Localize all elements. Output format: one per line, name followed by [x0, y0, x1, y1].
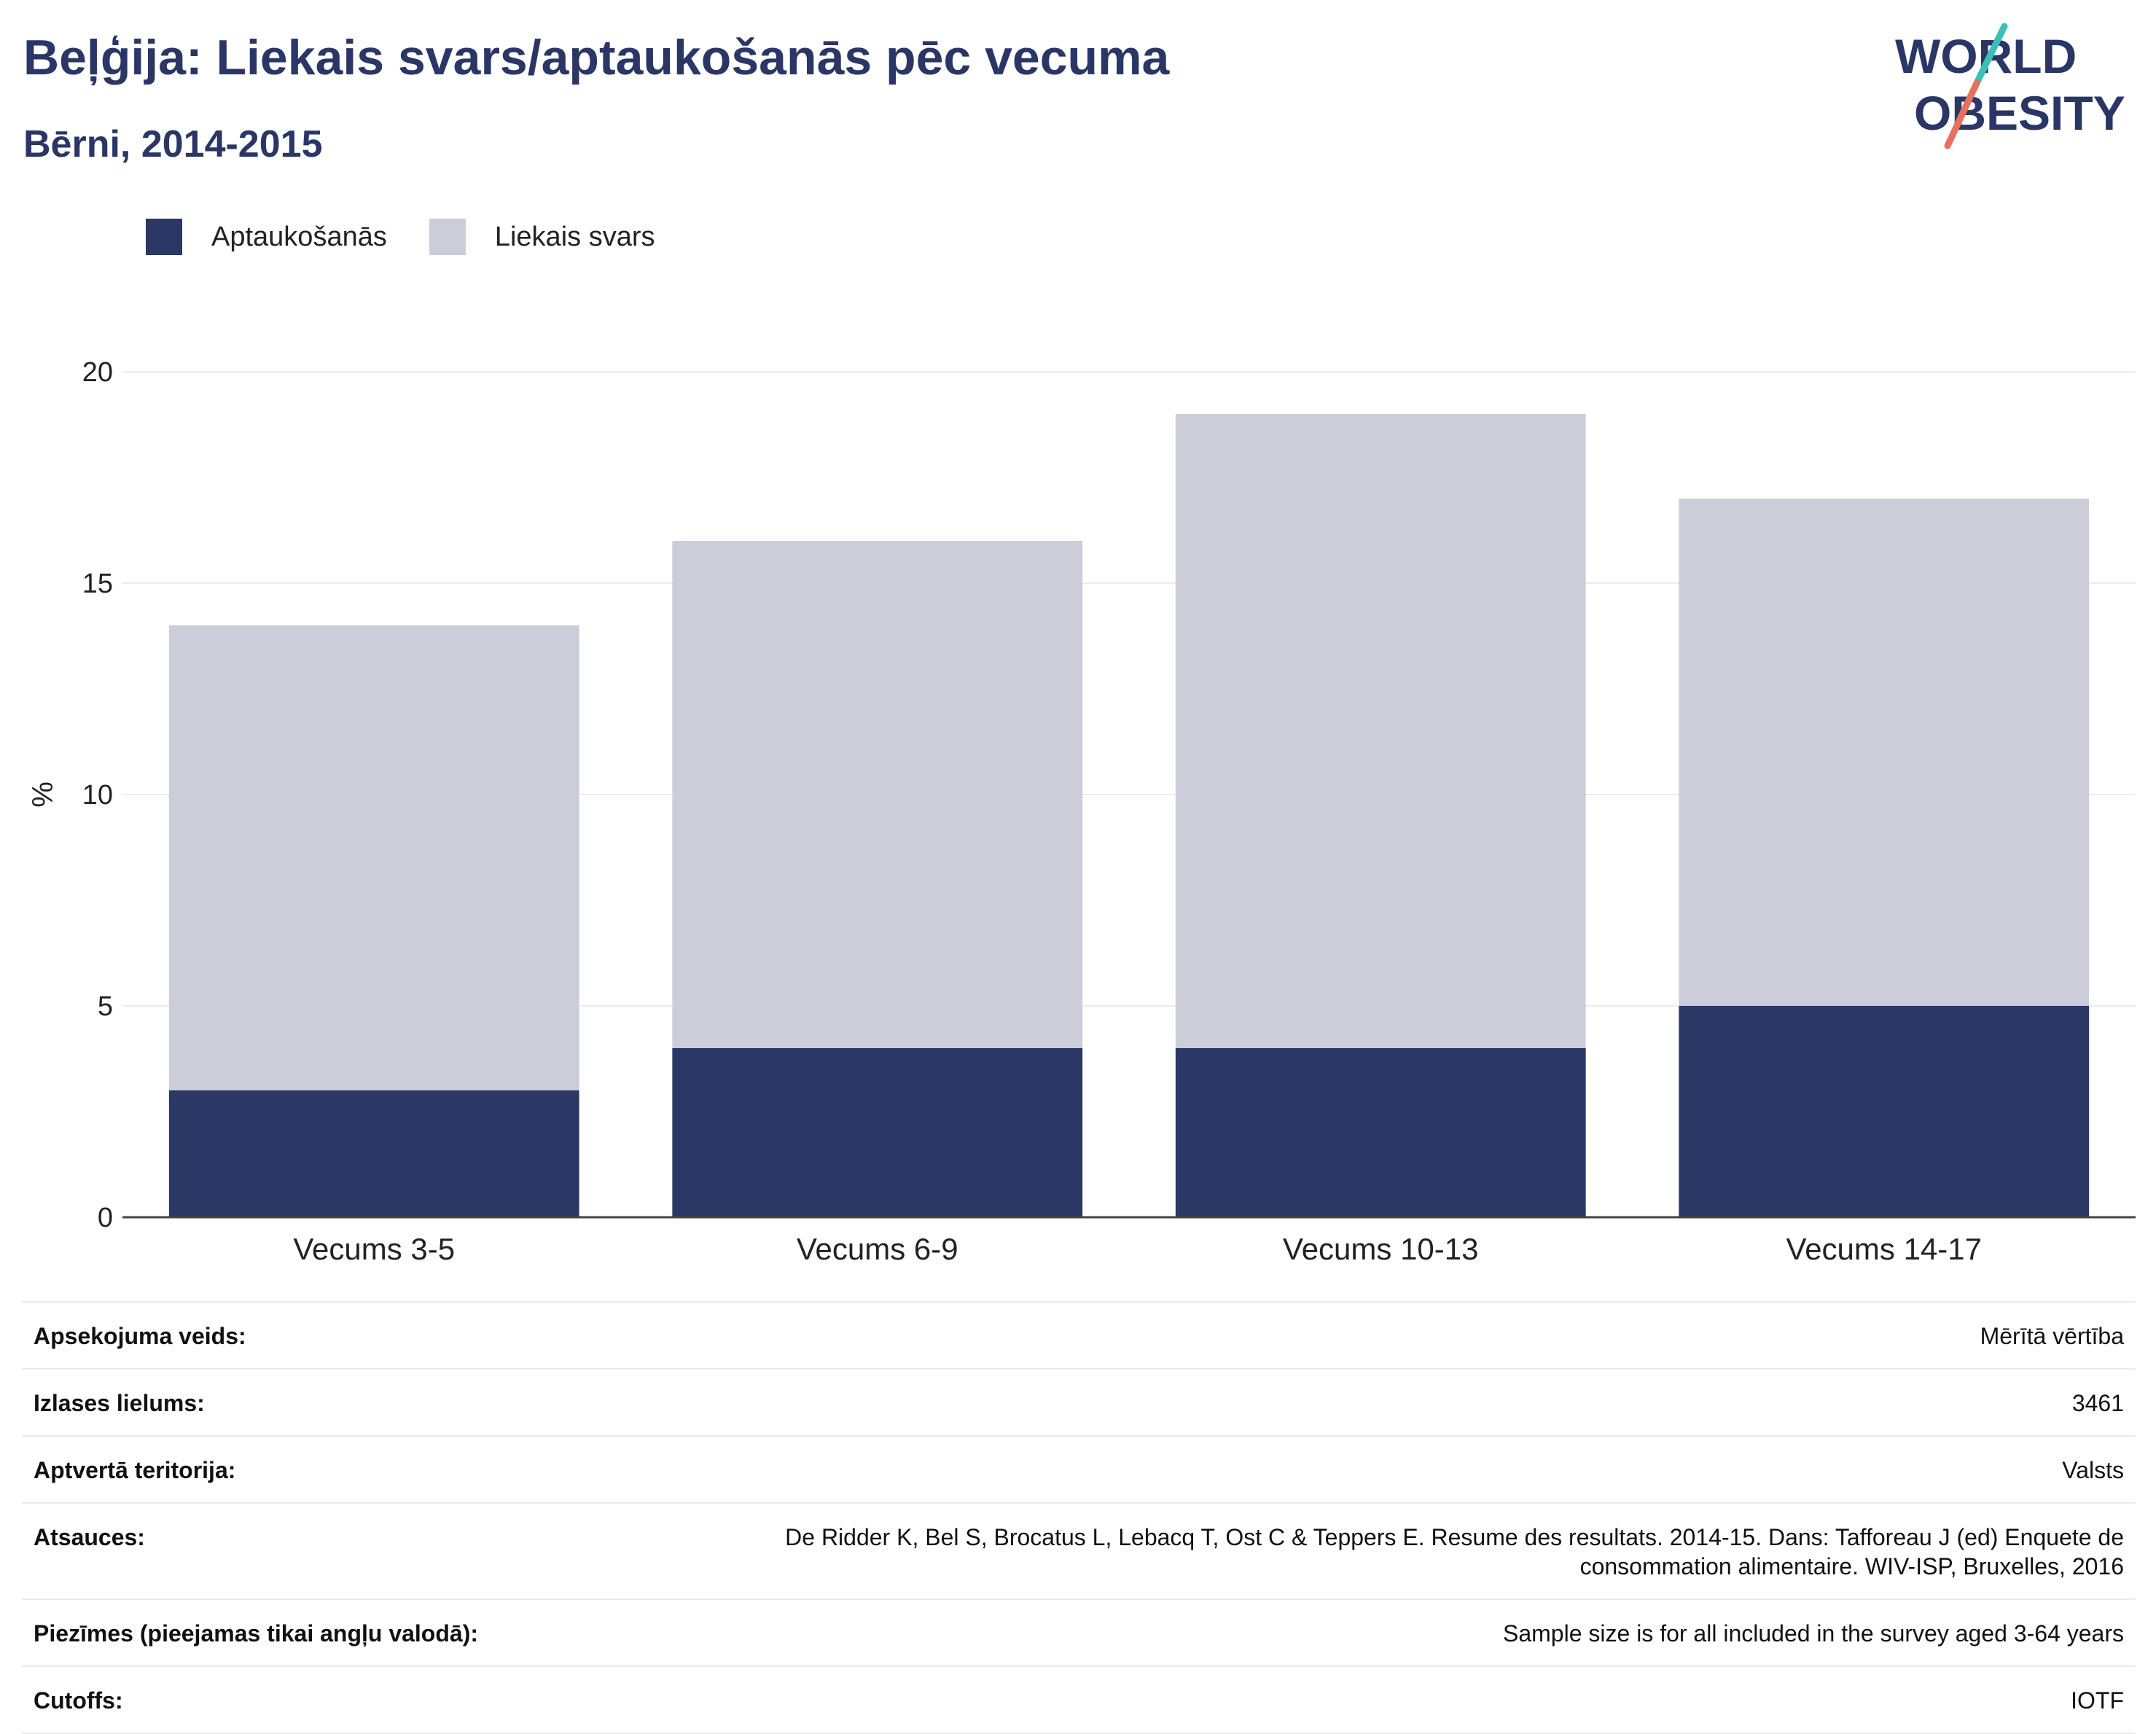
info-row: Piezīmes (pieejamas tikai angļu valodā):… [22, 1598, 2136, 1665]
logo-slash-coral [1944, 79, 1980, 149]
world-obesity-logo: WORLD OBESITY [1895, 23, 2125, 149]
info-row: Cutoffs: IOTF [22, 1665, 2136, 1734]
page-subtitle: Bērni, 2014-2015 [23, 123, 323, 165]
y-axis-title: % [27, 781, 59, 808]
bar-obesity [1175, 1048, 1586, 1217]
bar-obesity [672, 1048, 1083, 1217]
info-value: Valsts [2062, 1457, 2124, 1483]
x-tick-label: Vecums 14-17 [1786, 1232, 1983, 1266]
y-tick-label: 20 [82, 357, 113, 388]
y-tick-label: 0 [98, 1203, 113, 1233]
legend-swatch-overweight [429, 219, 466, 255]
info-value: Mērītā vērtība [1980, 1323, 2124, 1349]
info-label: Atsauces: [34, 1524, 145, 1550]
logo-line-2: OBESITY [1914, 86, 2125, 140]
y-tick-label: 5 [98, 991, 113, 1022]
info-label: Apsekojuma veids: [34, 1323, 246, 1349]
legend-item-overweight[interactable]: Liekais svars [429, 219, 655, 255]
info-row: Aptvertā teritorija: Valsts [22, 1435, 2136, 1502]
x-tick-label: Vecums 10-13 [1283, 1232, 1479, 1266]
bar-overweight [672, 541, 1083, 1048]
info-row: Izlases lielums: 3461 [22, 1368, 2136, 1435]
info-row: Atsauces: De Ridder K, Bel S, Brocatus L… [22, 1502, 2136, 1598]
info-label: Izlases lielums: [34, 1390, 205, 1416]
logo-line-1: WORLD [1895, 29, 2077, 83]
info-value: IOTF [2071, 1687, 2124, 1714]
info-value: Sample size is for all included in the s… [1503, 1620, 2124, 1647]
bar-overweight [1175, 414, 1586, 1048]
bar-overweight [168, 625, 579, 1090]
page-title: Beļģija: Liekais svars/aptaukošanās pēc … [23, 30, 1170, 85]
bar-obesity [1679, 1006, 2090, 1217]
survey-info-table: Apsekojuma veids: Mērītā vērtība Izlases… [22, 1301, 2136, 1734]
legend-swatch-obesity [146, 219, 182, 255]
chart-legend: Aptaukošanās Liekais svars [146, 217, 697, 257]
x-tick-label: Vecums 3-5 [293, 1232, 455, 1266]
bar-overweight [1679, 499, 2090, 1006]
stacked-bar-chart: 0 5 10 15 20% Vecums 3-5 Vecums 6-9 Vecums 10-1… [27, 357, 2136, 1266]
info-row: Apsekojuma veids: Mērītā vērtība [22, 1301, 2136, 1368]
info-value: 3461 [2071, 1390, 2124, 1416]
legend-label-overweight: Liekais svars [494, 221, 655, 252]
legend-label-obesity: Aptaukošanās [211, 221, 387, 252]
legend-item-obesity[interactable]: Aptaukošanās [146, 219, 387, 255]
y-tick-label: 10 [82, 780, 113, 811]
info-label: Aptvertā teritorija: [34, 1457, 236, 1483]
bar-obesity [168, 1090, 579, 1217]
info-value: De Ridder K, Bel S, Brocatus L, Lebacq T… [785, 1524, 2124, 1579]
info-label: Piezīmes (pieejamas tikai angļu valodā): [34, 1620, 478, 1647]
logo-slash-teal [1973, 23, 2008, 87]
info-label: Cutoffs: [34, 1687, 123, 1714]
y-tick-label: 15 [82, 569, 113, 599]
x-tick-label: Vecums 6-9 [797, 1232, 958, 1266]
